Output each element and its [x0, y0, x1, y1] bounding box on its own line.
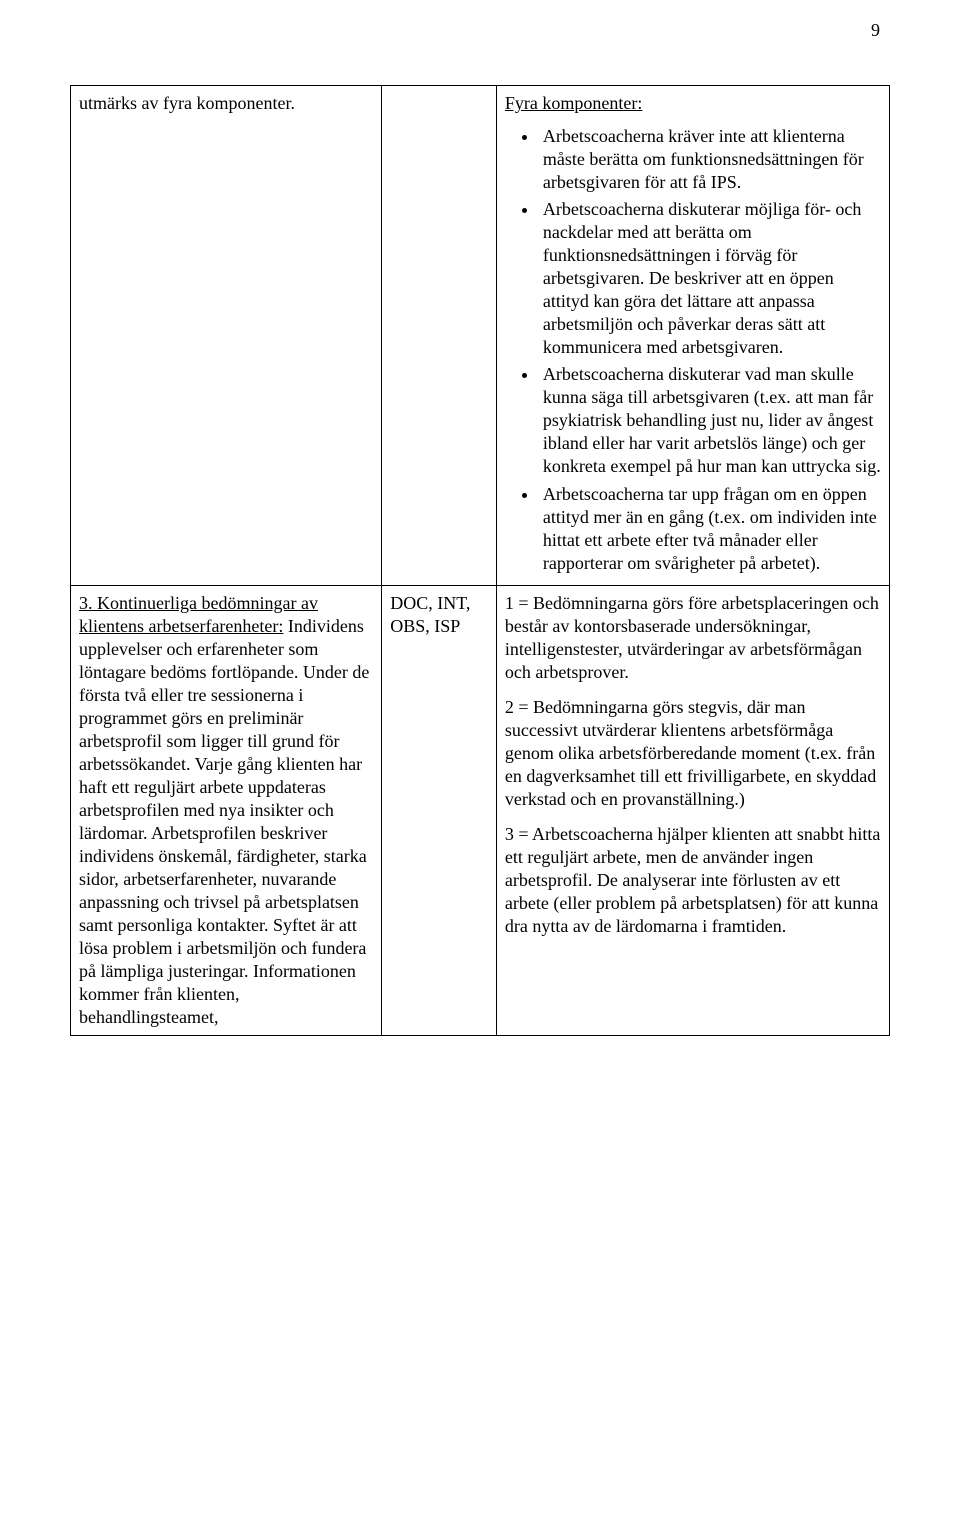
page-number: 9: [871, 20, 880, 41]
document-page: 9 utmärks av fyra komponenter. Fyra komp…: [0, 0, 960, 1076]
row2-col2: DOC, INT, OBS, ISP: [382, 585, 497, 1036]
scale-1: 1 = Bedömningarna görs före arbetsplacer…: [505, 592, 881, 684]
scale-2: 2 = Bedömningarna görs stegvis, där man …: [505, 696, 881, 811]
list-item: Arbetscoacherna diskuterar möjliga för- …: [539, 198, 881, 359]
scale-3: 3 = Arbetscoacherna hjälper klienten att…: [505, 823, 881, 938]
content-table: utmärks av fyra komponenter. Fyra kompon…: [70, 85, 890, 1036]
fyra-heading: Fyra komponenter:: [505, 93, 642, 113]
row2-col1: 3. Kontinuerliga bedömningar av klienten…: [71, 585, 382, 1036]
list-item: Arbetscoacherna diskuterar vad man skull…: [539, 363, 881, 478]
row1-col3: Fyra komponenter: Arbetscoacherna kräver…: [496, 86, 889, 586]
bullet-list: Arbetscoacherna kräver inte att klienter…: [505, 125, 881, 575]
list-item: Arbetscoacherna kräver inte att klienter…: [539, 125, 881, 194]
list-item: Arbetscoacherna tar upp frågan om en öpp…: [539, 483, 881, 575]
row1-col2: [382, 86, 497, 586]
table-row: 3. Kontinuerliga bedömningar av klienten…: [71, 585, 890, 1036]
table-row: utmärks av fyra komponenter. Fyra kompon…: [71, 86, 890, 586]
row1-col1: utmärks av fyra komponenter.: [71, 86, 382, 586]
row2-col3: 1 = Bedömningarna görs före arbetsplacer…: [496, 585, 889, 1036]
row2-body: Individens upplevelser och erfarenheter …: [79, 616, 369, 1028]
